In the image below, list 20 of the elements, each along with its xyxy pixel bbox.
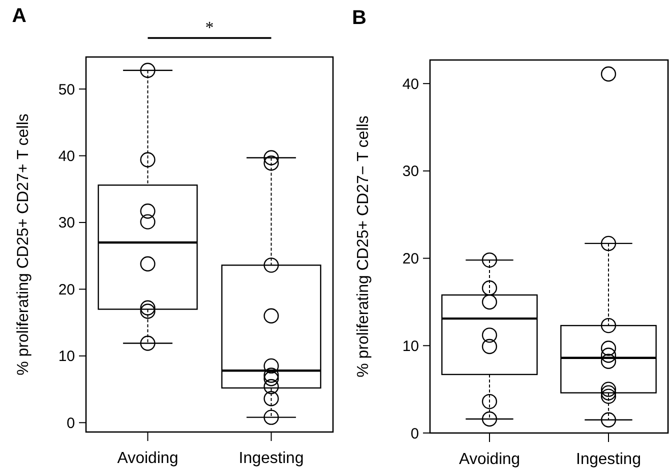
y-axis-title: % proliferating CD25+ CD27+ T cells [15,114,32,376]
chart-title: A [12,5,26,27]
x-tick-label: Avoiding [117,450,178,467]
y-tick-label: 10 [58,348,75,366]
y-tick-label: 10 [402,338,419,355]
y-tick-label: 30 [58,214,75,232]
y-tick-label: 0 [410,425,419,442]
y-tick-label: 20 [58,281,75,298]
y-axis-title: % proliferating CD25+ CD27− T cells [355,116,372,378]
x-tick-label: Ingesting [576,451,641,468]
y-tick-label: 50 [58,81,75,98]
text: * [205,18,214,37]
y-tick-label: 0 [66,414,75,432]
x-tick-label: Avoiding [458,451,520,468]
y-tick-label: 40 [58,148,75,166]
y-tick-label: 30 [402,163,419,180]
y-tick-label: 40 [402,76,419,93]
y-tick-label: 20 [402,250,419,268]
x-tick-label: Ingesting [238,450,304,467]
chart-title: B [352,7,366,29]
